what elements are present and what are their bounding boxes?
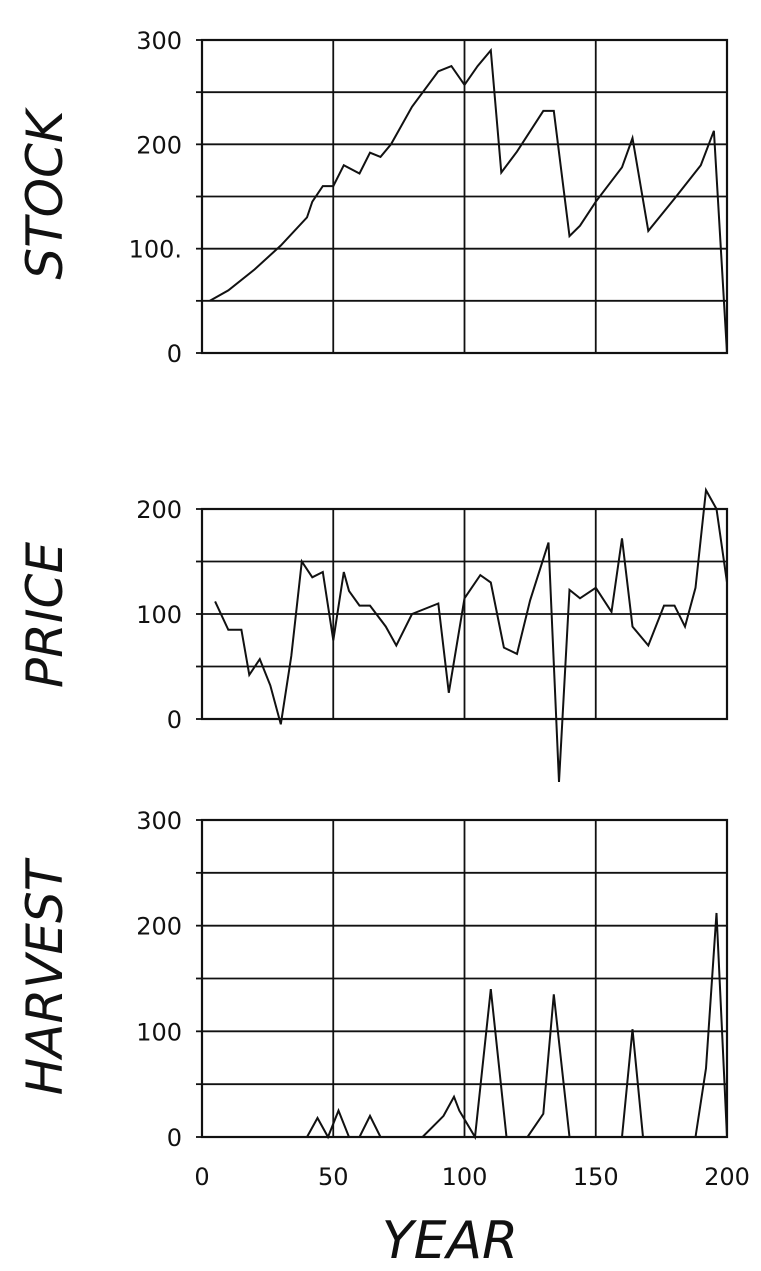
harvest-panel: 0 100 200 300 HARVEST 0 50 100 150 200 bbox=[16, 807, 750, 1191]
harvest-ytick-label: 0 bbox=[167, 1124, 182, 1152]
stock-series-line bbox=[209, 47, 728, 354]
price-axis-label: PRICE bbox=[16, 542, 74, 689]
harvest-series-line bbox=[306, 912, 728, 1141]
price-ytick-label: 0 bbox=[167, 706, 182, 734]
stock-panel: 0 100. 200 300 STOCK bbox=[16, 27, 729, 368]
xtick-label: 50 bbox=[318, 1163, 349, 1191]
stock-ytick-label: 0 bbox=[167, 340, 182, 368]
stock-ytick-label: 100. bbox=[129, 236, 182, 264]
price-series-line bbox=[214, 486, 728, 783]
price-ytick-label: 200 bbox=[136, 496, 182, 524]
xtick-label: 100 bbox=[442, 1163, 488, 1191]
stock-ytick-label: 300 bbox=[136, 27, 182, 55]
harvest-ytick-label: 100 bbox=[136, 1018, 182, 1046]
harvest-ytick-label: 300 bbox=[136, 807, 182, 835]
xtick-label: 0 bbox=[194, 1163, 209, 1191]
x-axis-label: YEAR bbox=[382, 1211, 518, 1271]
stock-ytick-label: 200 bbox=[136, 131, 182, 159]
xtick-label: 150 bbox=[573, 1163, 619, 1191]
price-ytick-label: 100 bbox=[136, 601, 182, 629]
xtick-label: 200 bbox=[704, 1163, 750, 1191]
price-panel: 0 100 200 PRICE bbox=[16, 486, 729, 783]
harvest-axis-label: HARVEST bbox=[16, 857, 74, 1095]
stock-axis-label: STOCK bbox=[16, 106, 74, 280]
harvest-ytick-label: 200 bbox=[136, 913, 182, 941]
